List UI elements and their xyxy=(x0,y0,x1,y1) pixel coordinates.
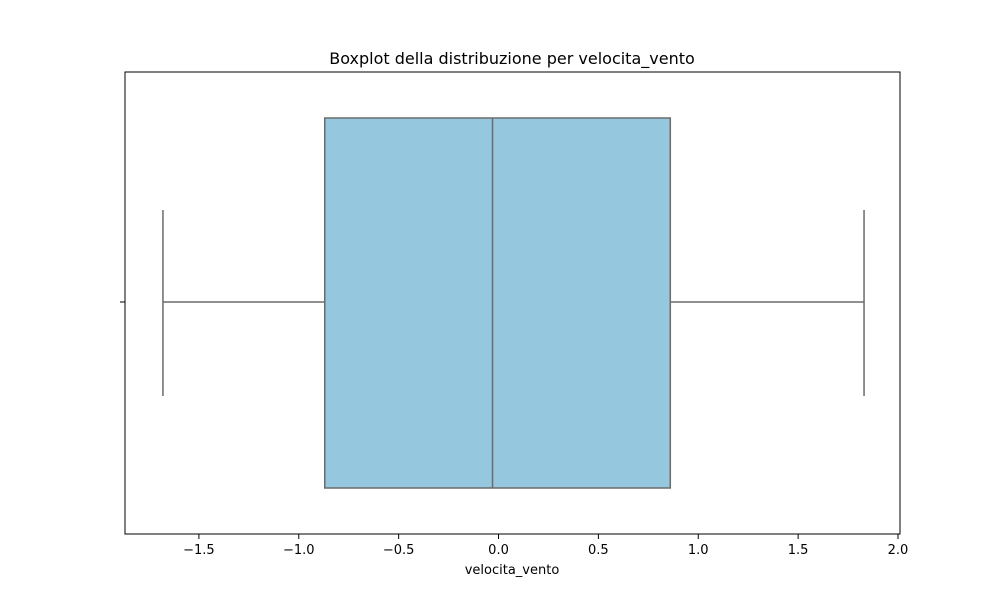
iqr-box xyxy=(323,117,672,489)
x-tick-label: 1.5 xyxy=(788,543,809,558)
chart-title: Boxplot della distribuzione per velocita… xyxy=(329,49,695,69)
x-tick-label: 0.0 xyxy=(488,543,509,558)
x-tick-label: 0.5 xyxy=(588,543,609,558)
x-axis-label: velocita_vento xyxy=(465,563,560,578)
x-axis: −1.5 −1.0 −0.5 0.0 0.5 1.0 1.5 2.0 xyxy=(183,534,908,558)
box-plot xyxy=(162,117,865,489)
x-tick-label: −1.5 xyxy=(183,543,215,558)
x-tick-label: 2.0 xyxy=(888,543,909,558)
x-tick-label: 1.0 xyxy=(688,543,709,558)
x-tick-label: −1.0 xyxy=(283,543,315,558)
x-tick-label: −0.5 xyxy=(383,543,415,558)
